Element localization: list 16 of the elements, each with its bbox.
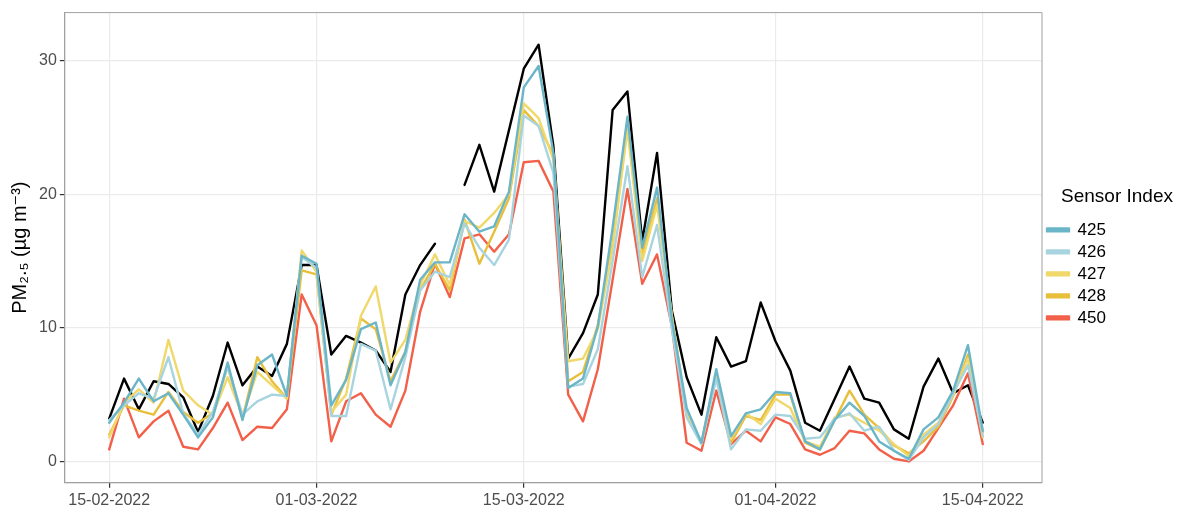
y-tick-label: 10 [39,318,57,336]
y-tick-label: 0 [47,451,57,469]
legend-label: 425 [1077,219,1106,239]
x-tick-label: 15-03-2022 [482,490,565,508]
x-tick-label: 01-03-2022 [275,490,358,508]
legend-label: 427 [1077,263,1106,283]
x-tick-label: 01-04-2022 [734,490,817,508]
legend-label: 450 [1077,307,1106,327]
legend-title: Sensor Index [1061,185,1174,207]
y-tick-label: 30 [39,51,57,69]
legend-label: 426 [1077,241,1106,261]
legend-label: 428 [1077,285,1106,305]
y-axis-title: PM₂.₅ (µg m⁻³) [7,181,30,314]
y-tick-label: 20 [39,184,57,202]
x-tick-label: 15-02-2022 [68,490,151,508]
x-tick-label: 15-04-2022 [941,490,1024,508]
